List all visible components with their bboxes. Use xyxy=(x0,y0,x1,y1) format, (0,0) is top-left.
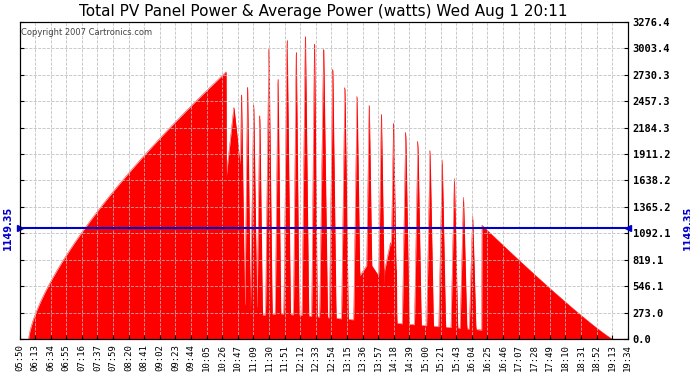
Title: Total PV Panel Power & Average Power (watts) Wed Aug 1 20:11: Total PV Panel Power & Average Power (wa… xyxy=(79,4,568,19)
Text: 1149.35: 1149.35 xyxy=(3,206,13,250)
Text: 1149.35: 1149.35 xyxy=(682,206,690,250)
Text: Copyright 2007 Cartronics.com: Copyright 2007 Cartronics.com xyxy=(21,28,152,37)
